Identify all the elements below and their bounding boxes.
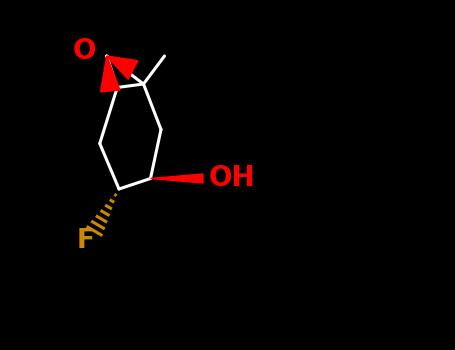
Polygon shape (151, 174, 203, 183)
Polygon shape (101, 56, 120, 92)
Polygon shape (107, 56, 138, 79)
Text: O: O (72, 37, 96, 65)
Text: F: F (77, 229, 95, 254)
Text: OH: OH (208, 164, 255, 193)
